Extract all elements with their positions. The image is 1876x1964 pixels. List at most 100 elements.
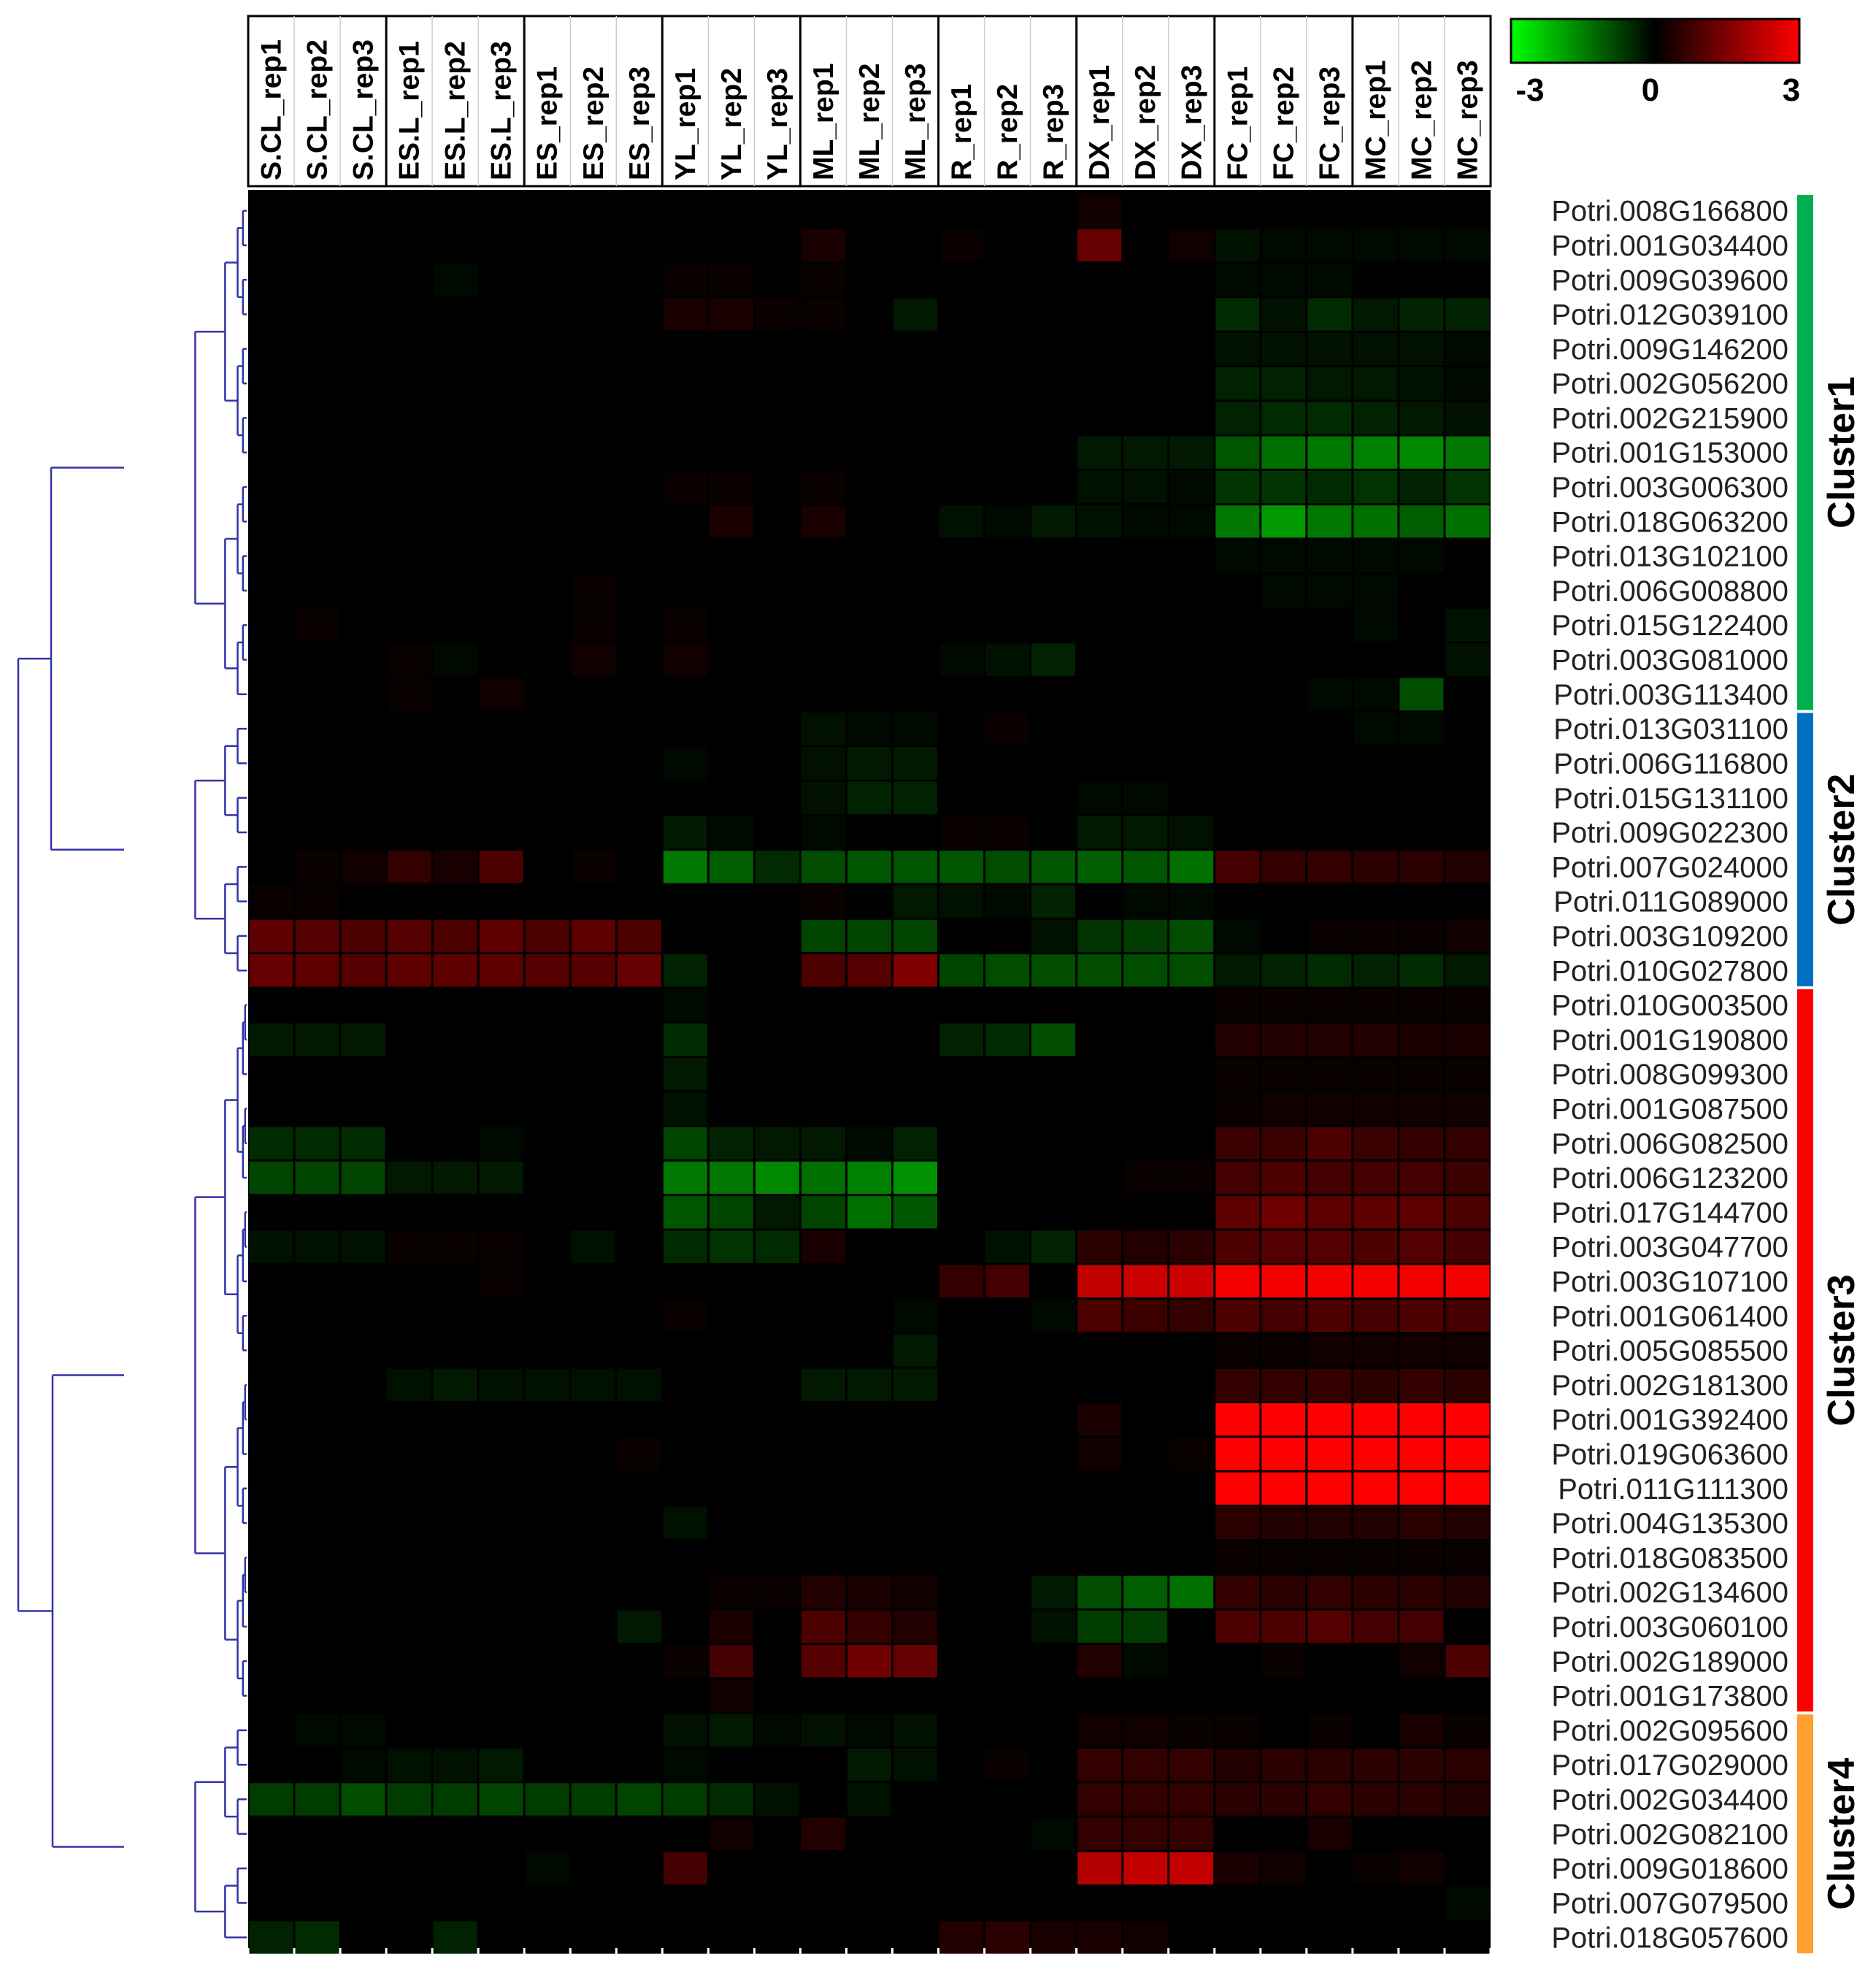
- heatmap-cell: [1123, 505, 1168, 538]
- heatmap-cell: [1307, 574, 1352, 607]
- gene-label: Potri.002G181300: [1551, 1370, 1788, 1402]
- heatmap-cell: [433, 609, 477, 642]
- heatmap-cell: [1445, 609, 1490, 642]
- heatmap-cell: [1031, 470, 1076, 504]
- heatmap-cell: [1261, 1230, 1306, 1263]
- heatmap-cell: [341, 1817, 385, 1850]
- heatmap-cell: [387, 1541, 431, 1574]
- heatmap-cell: [1077, 1368, 1122, 1401]
- heatmap-cell: [525, 1265, 569, 1298]
- heatmap-cell: [479, 954, 523, 987]
- heatmap-cell: [525, 713, 569, 745]
- heatmap-cell: [1077, 1334, 1122, 1367]
- heatmap-cell: [755, 1852, 799, 1885]
- heatmap-cell: [1123, 1300, 1168, 1332]
- heatmap-cell: [1353, 713, 1398, 745]
- gene-label: Potri.009G039600: [1551, 264, 1788, 296]
- heatmap-cell: [1123, 367, 1168, 400]
- heatmap-cell: [939, 713, 984, 745]
- heatmap-cell: [1077, 609, 1122, 642]
- heatmap-cell: [617, 332, 661, 365]
- heatmap-cell: [249, 1887, 293, 1919]
- heatmap-cell: [1031, 402, 1076, 434]
- cluster-labels: Cluster1 Cluster2 Cluster3 Cluster4: [1821, 377, 1863, 1910]
- heatmap-cell: [709, 989, 753, 1021]
- heatmap-cell: [1077, 1817, 1122, 1850]
- heatmap-cell: [1445, 1472, 1490, 1505]
- heatmap-cell: [709, 264, 753, 296]
- heatmap-cell: [1307, 332, 1352, 365]
- heatmap-cell: [1445, 229, 1490, 262]
- heatmap-cell: [525, 1472, 569, 1505]
- heatmap-cell: [709, 643, 753, 676]
- heatmap-cell: [1123, 1714, 1168, 1746]
- heatmap-cell: [1307, 1645, 1352, 1678]
- heatmap-cell: [709, 1817, 753, 1850]
- heatmap-cell: [295, 1472, 339, 1505]
- heatmap-cell: [1077, 816, 1122, 849]
- heatmap-cell: [1445, 851, 1490, 883]
- heatmap-cell: [709, 1438, 753, 1470]
- heatmap-cell: [571, 1714, 615, 1746]
- heatmap-cell: [1215, 436, 1260, 469]
- heatmap-cell: [479, 264, 523, 296]
- heatmap-cell: [709, 1921, 753, 1954]
- heatmap-cell: [1215, 1127, 1260, 1159]
- heatmap-cell: [1123, 1334, 1168, 1367]
- heatmap-cell: [295, 540, 339, 572]
- heatmap-cell: [525, 1921, 569, 1954]
- heatmap-cell: [571, 919, 615, 953]
- heatmap-cell: [663, 1127, 707, 1159]
- column-header: S.CL_rep1 S.CL_rep2 S.CL_rep3 ES.L_rep1 ES.L…: [247, 15, 1492, 188]
- heatmap-cell: [1399, 1506, 1444, 1540]
- heatmap-cell: [479, 1679, 523, 1712]
- heatmap-cell: [433, 1679, 477, 1712]
- heatmap-cell: [1031, 816, 1076, 849]
- heatmap-cell: [525, 1230, 569, 1263]
- heatmap-cell: [663, 1610, 707, 1643]
- heatmap-cell: [1445, 643, 1490, 676]
- heatmap-cell: [663, 402, 707, 434]
- heatmap-cell: [985, 1161, 1030, 1194]
- heatmap-cell: [433, 1196, 477, 1229]
- column-label: S.CL_rep3: [348, 39, 380, 180]
- heatmap-cell: [617, 816, 661, 849]
- heatmap-cell: [295, 1127, 339, 1159]
- heatmap-cell: [755, 194, 799, 227]
- heatmap-cell: [893, 954, 937, 987]
- heatmap-cell: [1077, 1023, 1122, 1056]
- heatmap-cell: [709, 1679, 753, 1712]
- heatmap-cell: [847, 1334, 891, 1367]
- heatmap-cell: [387, 470, 431, 504]
- heatmap-cell: [571, 1196, 615, 1229]
- heatmap-cell: [847, 1541, 891, 1574]
- heatmap-cell: [571, 436, 615, 469]
- heatmap-cell: [387, 713, 431, 745]
- heatmap-cell: [1215, 713, 1260, 745]
- gene-label: Potri.008G166800: [1551, 196, 1788, 228]
- heatmap-cell: [341, 367, 385, 400]
- column-label: ES_rep1: [532, 66, 564, 180]
- heatmap-cell: [985, 1092, 1030, 1125]
- heatmap-cell: [433, 989, 477, 1021]
- heatmap-cell: [1445, 194, 1490, 227]
- heatmap-cell: [249, 402, 293, 434]
- heatmap-cell: [1353, 574, 1398, 607]
- heatmap-cell: [1077, 1300, 1122, 1332]
- column-label: FC_rep2: [1268, 66, 1299, 180]
- heatmap-cell: [525, 1092, 569, 1125]
- heatmap-cell: [985, 1368, 1030, 1401]
- heatmap-cell: [985, 1300, 1030, 1332]
- heatmap-cell: [1169, 436, 1214, 469]
- cluster-label: Cluster2: [1821, 774, 1863, 926]
- heatmap-cell: [433, 1852, 477, 1885]
- heatmap-cell: [663, 919, 707, 953]
- heatmap-cell: [1169, 1438, 1214, 1470]
- heatmap-cell: [1353, 1438, 1398, 1470]
- heatmap-cell: [387, 1714, 431, 1746]
- heatmap-cell: [1307, 1023, 1352, 1056]
- heatmap-cell: [847, 1714, 891, 1746]
- heatmap-cell: [801, 851, 845, 883]
- heatmap-cell: [755, 332, 799, 365]
- heatmap-cell: [249, 436, 293, 469]
